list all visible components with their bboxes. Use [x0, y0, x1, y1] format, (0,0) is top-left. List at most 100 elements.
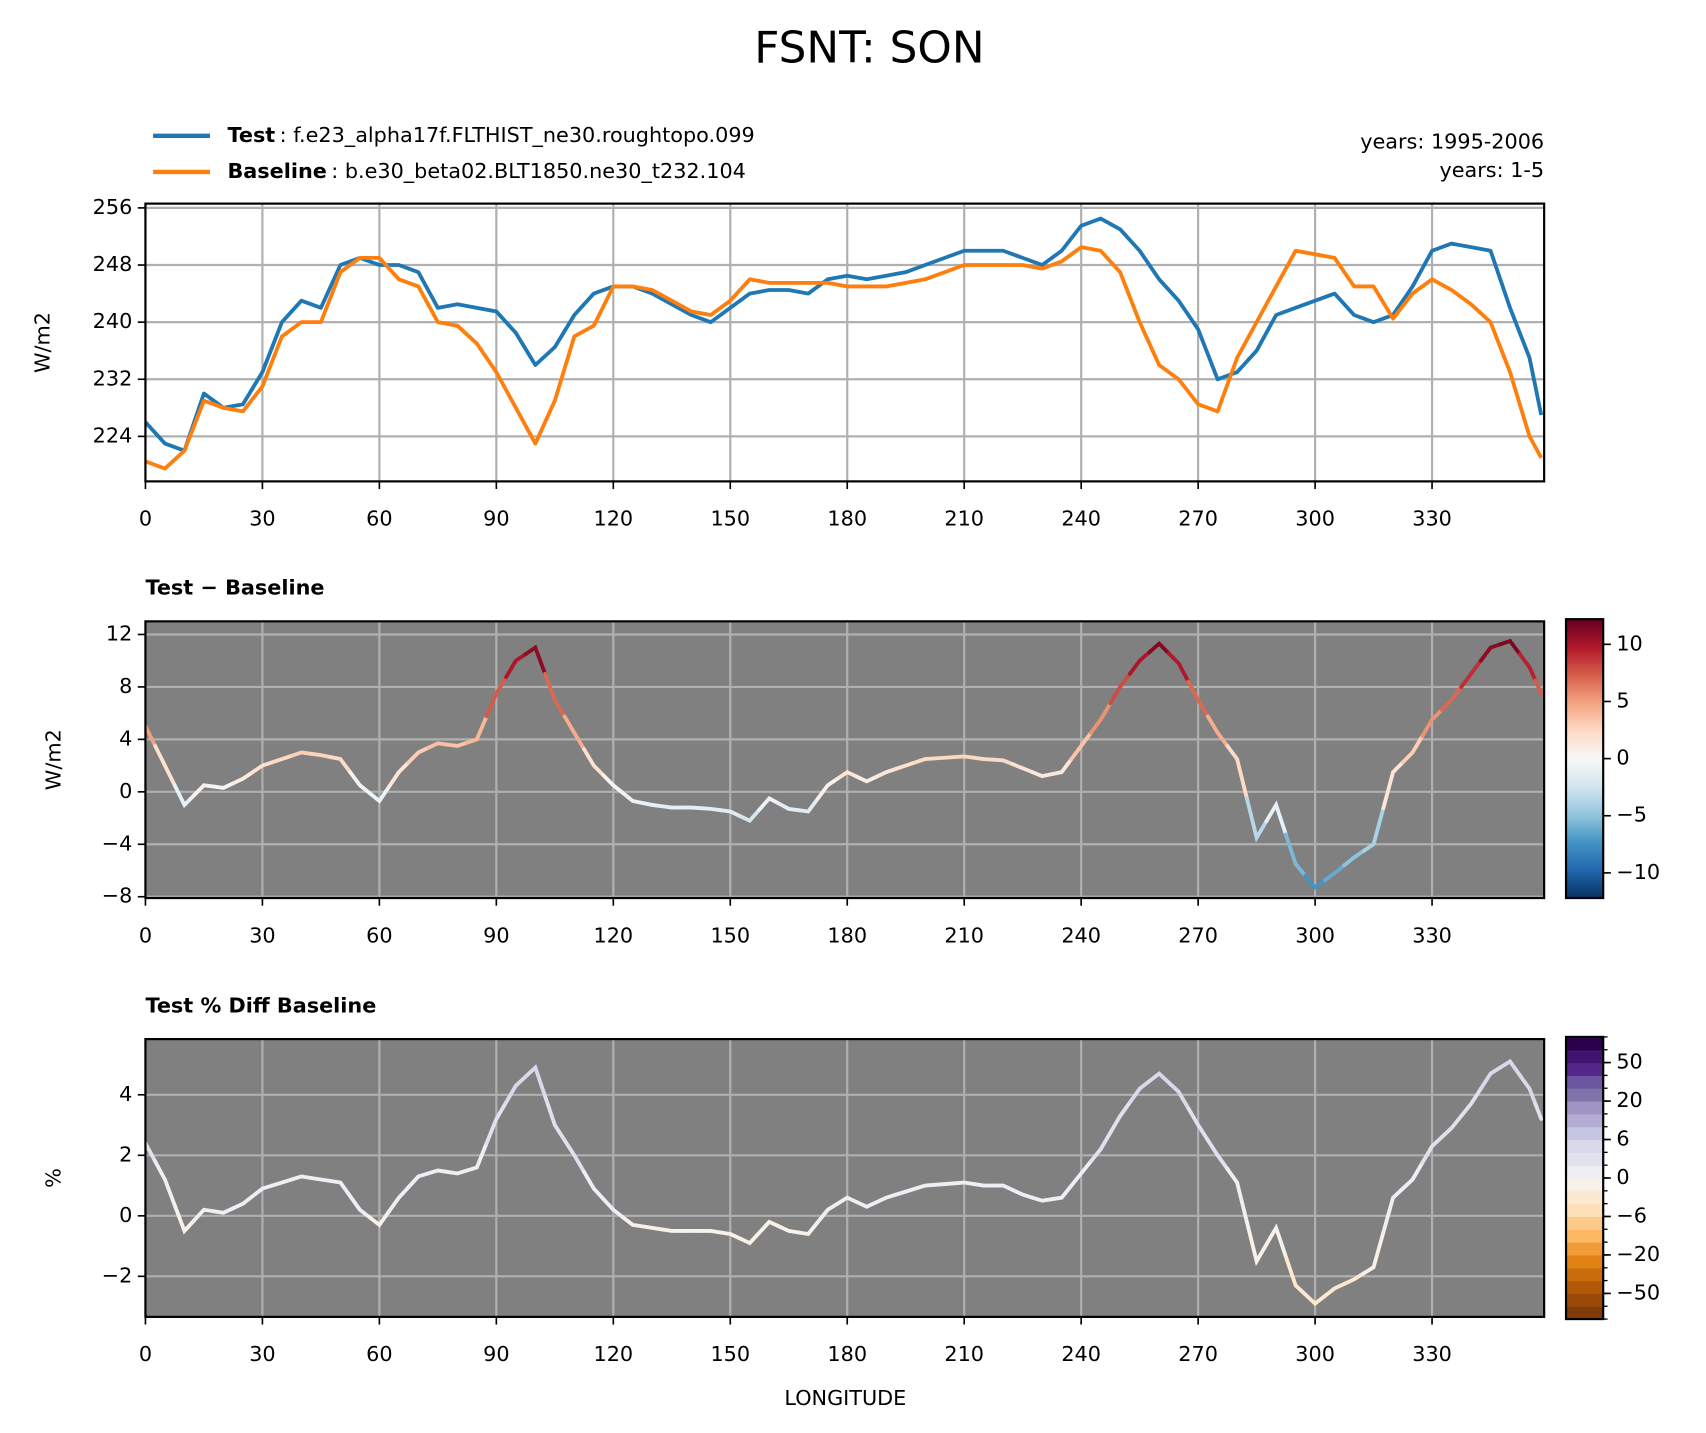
x-tick-label: 60: [366, 923, 392, 947]
colorbar-cell: [1566, 839, 1604, 843]
colorbar-cell: [1566, 1280, 1604, 1294]
colorbar-tick-label: −10: [1616, 860, 1660, 884]
panel-title: Test % Diff Baseline: [145, 993, 376, 1017]
y-tick-label: 248: [93, 252, 133, 276]
colorbar-cell: [1566, 619, 1604, 623]
legend-label: : b.e30_beta02.BLT1850.ne30_t232.104: [331, 159, 746, 183]
colorbar-cell: [1566, 742, 1604, 746]
colorbar-cell: [1566, 679, 1604, 683]
x-tick-label: 330: [1412, 923, 1452, 947]
colored-line-segment: [1088, 701, 1113, 735]
colorbar-cell: [1566, 630, 1604, 634]
colored-line-segment: [1303, 1292, 1327, 1307]
colorbar-cell: [1566, 767, 1604, 771]
colorbar-cell: [1566, 1126, 1604, 1141]
colorbar-cell: [1566, 858, 1604, 862]
colorbar-cell: [1566, 1190, 1604, 1205]
y-tick-label: 4: [119, 1082, 132, 1106]
colored-line-segment: [1108, 1100, 1132, 1135]
colorbar-cell: [1566, 740, 1604, 743]
colored-line-segment: [1322, 863, 1347, 883]
colored-line-segment: [1420, 1135, 1444, 1165]
colored-line-segment: [1264, 800, 1288, 837]
colorbar-cell: [1566, 667, 1604, 671]
colored-line-segment: [348, 770, 372, 796]
colorbar-cell: [1566, 851, 1604, 855]
colorbar-cell: [1566, 877, 1604, 881]
colorbar-cell: [1566, 1165, 1604, 1179]
colorbar-cell: [1566, 719, 1604, 723]
colored-line-segment: [387, 760, 411, 789]
plot-frame: [144, 620, 1546, 900]
x-tick-label: 300: [1295, 923, 1335, 947]
colorbar-cell: [1566, 751, 1604, 755]
colored-line-segment: [1459, 1086, 1483, 1118]
colored-line-segment: [1225, 1167, 1249, 1224]
colored-line-segment: [1186, 679, 1210, 719]
colorbar-cell: [1566, 760, 1604, 764]
colored-line-segment: [757, 1219, 781, 1235]
colorbar-tick-label: −50: [1616, 1280, 1660, 1304]
colored-line-segment: [1381, 760, 1405, 811]
x-tick-label: 120: [593, 923, 633, 947]
colored-line-segment: [1283, 1254, 1308, 1297]
colored-line-segment: [504, 652, 528, 680]
legend-name: Test: [227, 123, 275, 147]
legend-name: Baseline: [227, 159, 326, 183]
colored-line-segment: [367, 1209, 392, 1228]
colored-line-segment: [699, 1229, 723, 1235]
colorbar-cell: [1566, 749, 1604, 753]
colorbar-cell: [1566, 888, 1604, 892]
colorbar-cell: [1566, 1203, 1604, 1218]
colorbar-cell: [1566, 663, 1604, 667]
colorbar-cell: [1566, 865, 1604, 869]
colorbar-cell: [1566, 647, 1604, 651]
colorbar-cell: [1566, 714, 1604, 718]
colored-line-segment: [601, 773, 625, 796]
colorbar-cell: [1566, 661, 1604, 664]
colorbar-cell: [1566, 635, 1604, 639]
colored-line-segment: [1166, 651, 1191, 684]
colorbar-cell: [1566, 633, 1604, 637]
colored-line-segment: [387, 1185, 411, 1214]
colored-line-segment: [796, 1219, 820, 1237]
colored-line-segment: [913, 1182, 937, 1191]
colored-line-segment: [972, 755, 996, 762]
colored-line-segment: [1088, 1130, 1113, 1164]
colored-line-segment: [406, 1171, 431, 1189]
colorbar-cell: [1566, 1088, 1604, 1102]
colored-line-segment: [816, 1201, 840, 1224]
colored-line-segment: [874, 1192, 898, 1205]
colorbar-cell: [1566, 681, 1604, 685]
y-tick-label: 256: [93, 195, 133, 219]
x-tick-label: 240: [1061, 1342, 1101, 1366]
y-tick-label: −8: [102, 884, 133, 908]
colored-line-segment: [1011, 762, 1035, 775]
colorbar-tick-label: 0: [1616, 746, 1629, 770]
plot-background: [145, 621, 1545, 899]
colored-line-segment: [348, 1194, 372, 1220]
colored-line-segment: [1050, 1183, 1074, 1202]
colorbar-cell: [1566, 786, 1604, 790]
figure-title: FSNT: SON: [754, 23, 984, 74]
colorbar-cell: [1566, 793, 1604, 797]
colored-line-segment: [523, 1064, 547, 1099]
colored-line-segment: [192, 1207, 216, 1223]
colored-line-segment: [231, 770, 255, 786]
colorbar-cell: [1566, 672, 1604, 676]
colored-line-segment: [1186, 1106, 1210, 1143]
colorbar-cell: [1566, 695, 1604, 699]
colorbar-cell: [1566, 772, 1604, 776]
colored-line-segment: [153, 744, 177, 788]
colorbar-cell: [1566, 1049, 1604, 1064]
colored-line-segment: [562, 1138, 586, 1174]
colorbar-tick-label: 50: [1616, 1050, 1642, 1074]
colored-line-segment: [1517, 652, 1538, 683]
colorbar-cell: [1566, 795, 1604, 799]
colorbar-cell: [1566, 884, 1604, 888]
colored-line-segment: [484, 1100, 509, 1146]
colored-line-segment: [1264, 1223, 1288, 1259]
colorbar-cell: [1566, 779, 1604, 783]
colorbar-cell: [1566, 802, 1604, 806]
colored-line-segment: [328, 1179, 353, 1199]
